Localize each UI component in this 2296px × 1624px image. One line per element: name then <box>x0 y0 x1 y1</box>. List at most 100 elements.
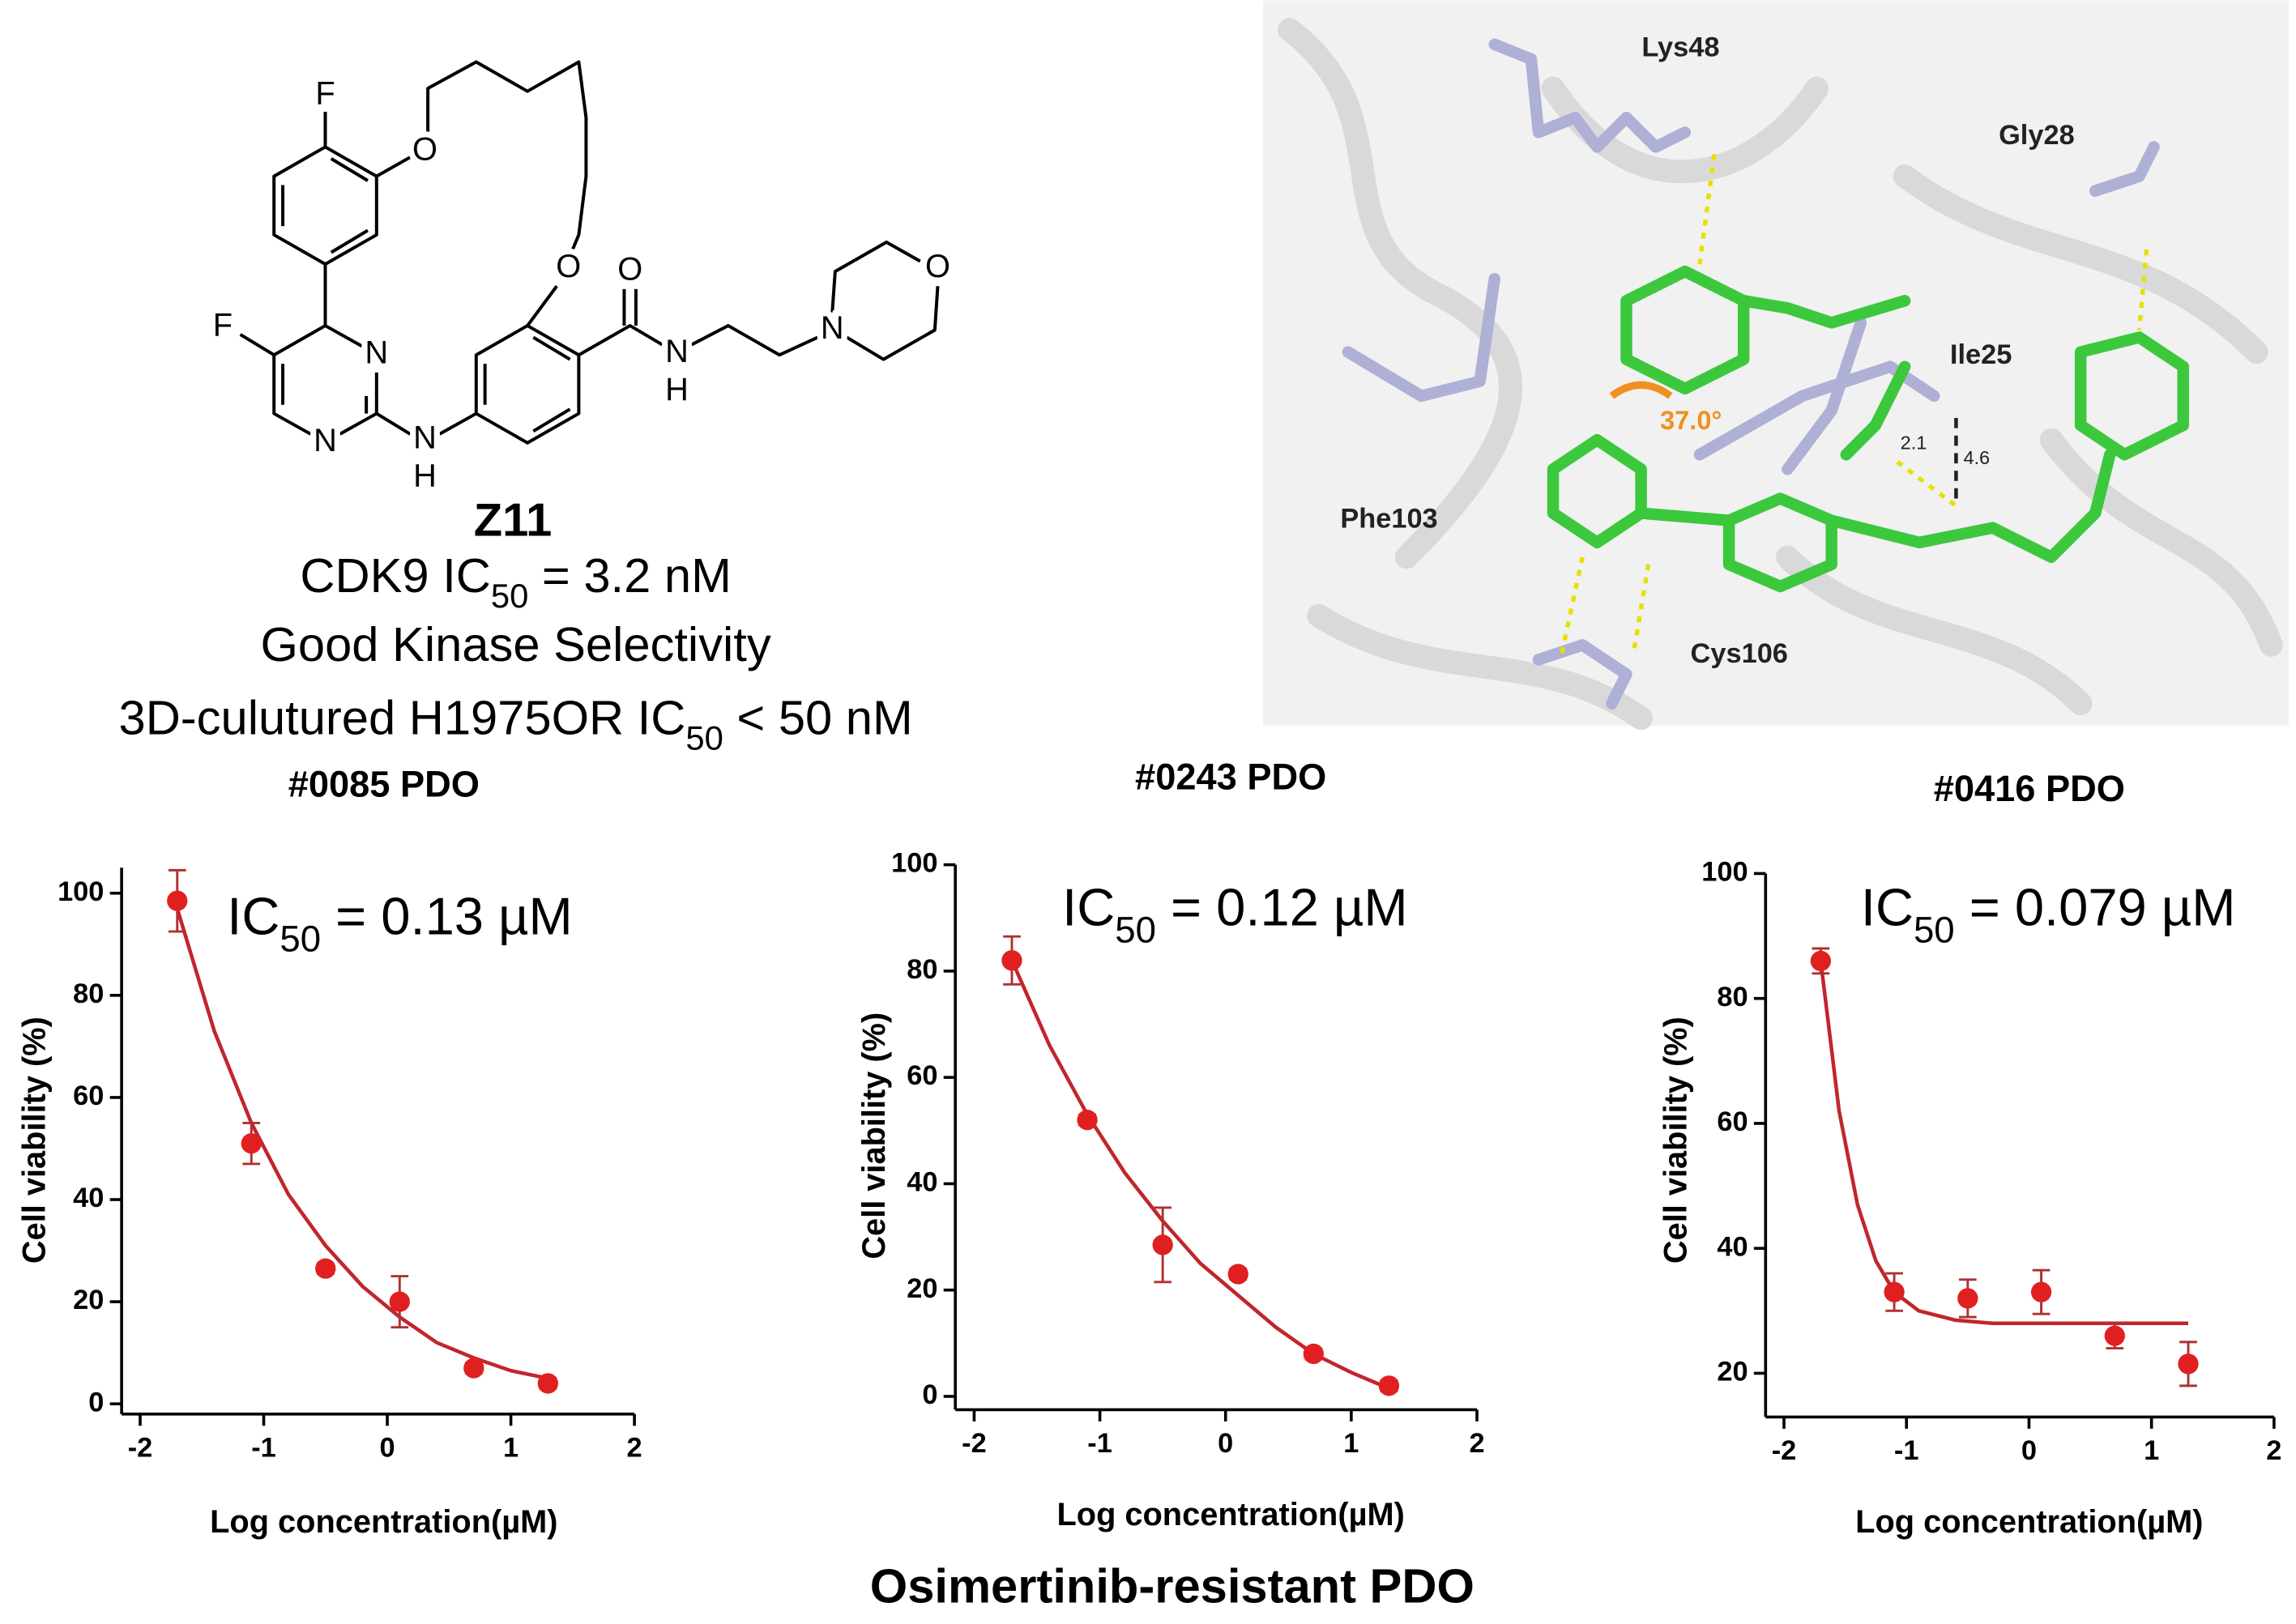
docking-image <box>1262 0 2289 731</box>
atom-label: O <box>412 131 437 167</box>
ic50-annotation-subscript: 50 <box>1914 909 1955 950</box>
atom-label: N <box>665 334 689 369</box>
ic50-annotation-suffix: = 0.12 µM <box>1156 878 1408 937</box>
ic50-annotation-suffix: = 0.079 µM <box>1955 878 2236 937</box>
ic50-annotation: IC50 = 0.12 µM <box>1062 878 1407 950</box>
x-axis-label: Log concentration(µM) <box>1855 1504 2203 1540</box>
atom-label: N <box>413 420 437 456</box>
residue-label: Lys48 <box>1641 32 1719 62</box>
data-point <box>1884 1281 1905 1302</box>
ic50-annotation-subscript: 50 <box>1115 909 1156 950</box>
ic50-annotation-prefix: IC <box>1861 878 1914 937</box>
y-tick-label: 60 <box>907 1060 937 1091</box>
atom-label: O <box>617 252 642 288</box>
distance-label: 4.6 <box>1963 447 1990 468</box>
chart-title: #0416 PDO <box>1934 768 2125 809</box>
atom-label: H <box>665 372 689 407</box>
x-tick-label: 1 <box>2144 1435 2159 1466</box>
footer: Osimertinib-resistant PDO <box>870 1559 1474 1613</box>
y-tick-label: 100 <box>1701 857 1748 888</box>
angle-label: 37.0° <box>1660 406 1722 435</box>
x-tick-label: 0 <box>1218 1428 1233 1459</box>
atom-label: O <box>925 249 950 284</box>
residue-label: Gly28 <box>1999 120 2075 151</box>
x-tick-label: 0 <box>2021 1435 2037 1466</box>
ic50-annotation-prefix: IC <box>1062 878 1115 937</box>
chart: #0085 PDO IC50 = 0.13 µM Log concentration… <box>17 764 642 1540</box>
residue-label: Ile25 <box>1950 339 2012 370</box>
x-tick-label: 2 <box>1469 1428 1484 1459</box>
atom-label: H <box>413 458 437 494</box>
y-tick-label: 20 <box>73 1285 104 1315</box>
chart-title: #0085 PDO <box>288 764 480 805</box>
y-axis-label: Cell viability (%) <box>17 1017 53 1264</box>
ic50-annotation-subscript: 50 <box>280 918 321 959</box>
data-point <box>1227 1264 1248 1285</box>
y-tick-label: 80 <box>1717 982 1748 1012</box>
x-tick-label: 1 <box>1343 1428 1359 1459</box>
x-tick-label: -2 <box>962 1428 987 1459</box>
x-tick-label: 0 <box>379 1432 395 1463</box>
distance-label: 2.1 <box>1901 433 1927 454</box>
data-point <box>167 890 188 911</box>
data-point <box>1810 950 1832 972</box>
y-tick-label: 60 <box>73 1081 104 1111</box>
atom-label: O <box>556 249 581 284</box>
y-tick-label: 100 <box>58 876 104 907</box>
x-tick-label: 1 <box>503 1432 519 1463</box>
data-point <box>1957 1288 1978 1309</box>
y-tick-label: 40 <box>73 1183 104 1213</box>
y-tick-label: 40 <box>907 1167 937 1198</box>
compound-line: Good Kinase Selectivity <box>261 617 771 671</box>
compound-line-prefix: 3D-culutured H1975OR IC <box>119 690 686 744</box>
data-point <box>1378 1375 1400 1396</box>
y-tick-label: 20 <box>1717 1357 1748 1387</box>
compound-line-suffix: = 3.2 nM <box>528 548 731 603</box>
atom-label: N <box>365 335 388 371</box>
y-tick-label: 80 <box>907 954 937 985</box>
chart: #0243 PDO IC50 = 0.12 µM Log concentration… <box>856 757 1485 1532</box>
data-point <box>1001 950 1022 971</box>
compound-line: 3D-culutured H1975OR IC50 < 50 nM <box>119 690 913 757</box>
data-point <box>2030 1281 2052 1302</box>
ic50-annotation: IC50 = 0.079 µM <box>1861 878 2236 950</box>
residue-label: Cys106 <box>1691 638 1788 669</box>
y-tick-label: 80 <box>73 978 104 1009</box>
x-tick-label: -1 <box>251 1432 276 1463</box>
y-tick-label: 20 <box>907 1273 937 1304</box>
x-tick-label: -1 <box>1087 1428 1112 1459</box>
data-point <box>1077 1110 1098 1131</box>
compound-line-suffix: < 50 nM <box>723 690 913 744</box>
chart-title: #0243 PDO <box>1135 757 1326 798</box>
y-axis-label: Cell viability (%) <box>856 1012 892 1260</box>
compound-line-prefix: CDK9 IC <box>300 548 490 603</box>
data-point <box>463 1358 484 1379</box>
data-point <box>315 1258 336 1279</box>
chart: #0416 PDO IC50 = 0.079 µM Log concentratio… <box>1658 768 2281 1540</box>
y-tick-label: 40 <box>1717 1231 1748 1262</box>
fit-curve <box>1009 959 1390 1391</box>
x-tick-label: -1 <box>1894 1435 1919 1466</box>
compound-line: CDK9 IC50 = 3.2 nM <box>300 548 731 615</box>
compound-line-text: Good Kinase Selectivity <box>261 617 771 671</box>
x-tick-label: -2 <box>128 1432 153 1463</box>
atom-label: N <box>314 423 337 458</box>
ic50-annotation-suffix: = 0.13 µM <box>321 887 573 946</box>
compound-name: Z11 <box>474 494 553 546</box>
data-point <box>2104 1325 2125 1346</box>
y-tick-label: 60 <box>1717 1106 1748 1137</box>
data-point <box>389 1291 410 1312</box>
x-tick-label: 2 <box>2266 1435 2281 1466</box>
data-point <box>537 1373 558 1394</box>
data-point <box>1303 1343 1324 1365</box>
fit-curve <box>175 908 548 1380</box>
y-tick-label: 0 <box>922 1379 937 1410</box>
x-tick-label: -2 <box>1772 1435 1797 1466</box>
ic50-annotation-prefix: IC <box>227 887 280 946</box>
atom-label: F <box>213 307 233 343</box>
data-point <box>241 1133 262 1154</box>
fit-curve <box>1819 961 2189 1326</box>
